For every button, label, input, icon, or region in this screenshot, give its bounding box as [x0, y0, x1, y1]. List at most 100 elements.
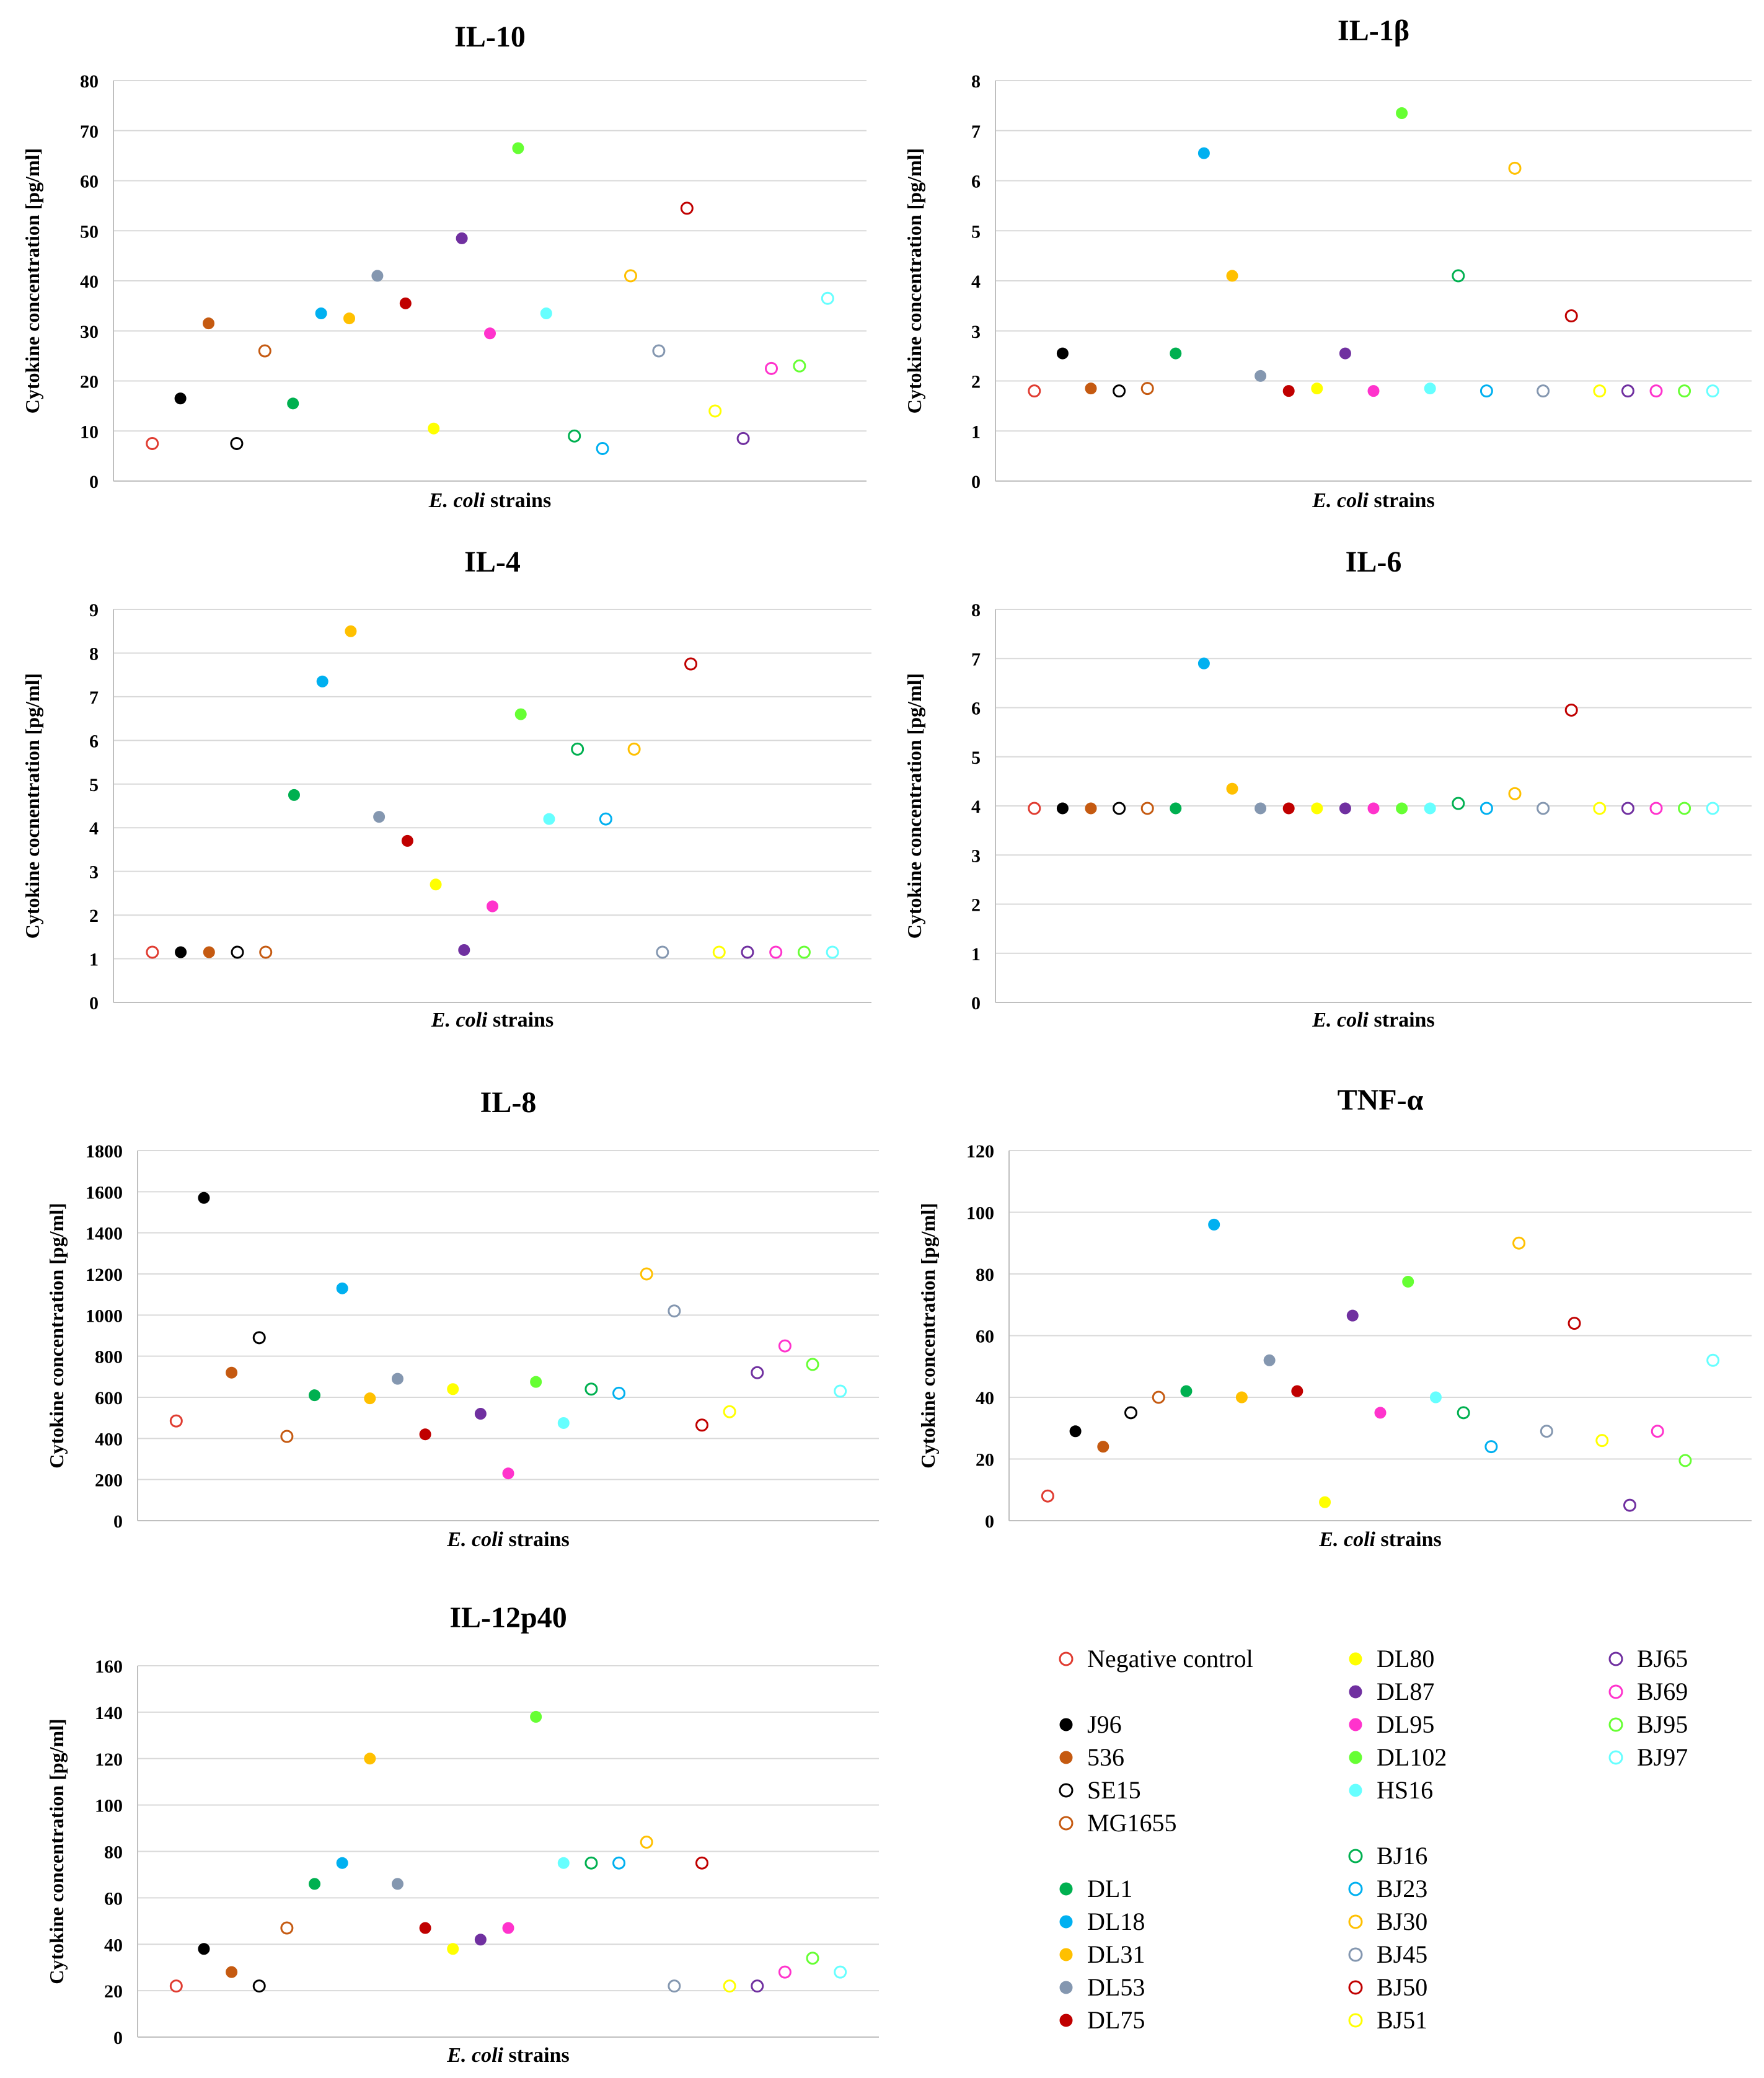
point-negative-control: [1028, 802, 1041, 815]
legend-marker-dl18: [1059, 1915, 1073, 1929]
point-dl31: [1226, 270, 1238, 282]
point-dl87: [474, 1934, 487, 1946]
point-bj69: [769, 945, 783, 959]
y-tick-label: 20: [80, 372, 99, 392]
point-bj45: [668, 1979, 681, 1993]
point-negative-control: [1041, 1489, 1054, 1503]
y-tick-label: 3: [971, 322, 981, 342]
point-dl75: [1282, 385, 1295, 397]
legend-marker-dl75: [1059, 2014, 1073, 2027]
point-dl18: [316, 675, 329, 688]
point-dl1: [1170, 802, 1182, 815]
x-axis-label-rest: strains: [485, 489, 551, 512]
point-dl102: [1396, 802, 1408, 815]
point-bj95: [1678, 802, 1691, 815]
legend-label-dl87: DL87: [1377, 1678, 1434, 1705]
y-tick-label: 30: [80, 322, 99, 342]
point-dl53: [391, 1373, 404, 1385]
y-axis-label: Cytokine cocnentration [pg/ml]: [21, 673, 43, 939]
x-axis-label: E. coli strains: [428, 489, 551, 512]
point-bj65: [751, 1366, 764, 1379]
point-dl1: [1170, 347, 1182, 360]
point-bj97: [1706, 384, 1719, 398]
y-tick-label: 5: [971, 221, 981, 242]
y-tick-label: 70: [80, 122, 99, 142]
y-tick-label: 7: [971, 649, 981, 670]
x-axis-label: E. coli strains: [1312, 1009, 1434, 1032]
legend-label-bj69: BJ69: [1637, 1678, 1688, 1705]
y-tick-label: 100: [966, 1203, 994, 1224]
point-bj69: [765, 361, 778, 375]
point-dl87: [1346, 1309, 1359, 1322]
y-tick-label: 140: [95, 1703, 123, 1723]
point-j96: [175, 946, 187, 958]
y-tick-label: 120: [966, 1141, 994, 1162]
chart-panel-il-12p40: 0 20 40 60 80 100 120 140 160 IL-12p40 Cytokine co…: [45, 1601, 879, 2067]
y-axis-label: Cytokine concentration [pg/ml]: [917, 1203, 939, 1468]
y-tick-label: 1: [971, 944, 981, 965]
point-hs16: [1424, 802, 1436, 815]
x-axis-label-italic: E. coli: [431, 1009, 488, 1032]
point-dl1: [288, 789, 300, 801]
point-hs16: [543, 813, 555, 825]
legend-marker-bj30: [1348, 1914, 1363, 1929]
y-tick-label: 6: [971, 172, 981, 192]
y-axis-label: Cytokine concentration [pg/ml]: [45, 1203, 68, 1468]
chart-panel-il-1-: 0 1 2 3 4 5 6 7 8 IL-1β Cytokine concentration [pg…: [903, 14, 1752, 512]
x-axis-label: E. coli strains: [1312, 489, 1434, 512]
legend-marker-dl53: [1059, 1981, 1073, 1994]
point-dl75: [401, 834, 413, 847]
point-bj16: [1457, 1406, 1470, 1420]
point-se15: [252, 1979, 266, 1993]
point-bj45: [668, 1304, 681, 1318]
point-536: [1085, 802, 1097, 815]
y-tick-label: 80: [976, 1265, 994, 1285]
legend-marker-536: [1059, 1751, 1073, 1764]
point-bj65: [1621, 384, 1634, 398]
point-dl18: [336, 1282, 348, 1294]
point-bj51: [1595, 1434, 1609, 1448]
y-tick-label: 40: [976, 1388, 994, 1408]
point-dl31: [1235, 1391, 1248, 1404]
legend-label-j96: J96: [1087, 1710, 1122, 1738]
y-tick-label: 60: [104, 1888, 123, 1909]
point-mg1655: [258, 344, 271, 358]
point-dl80: [430, 878, 442, 891]
point-bj23: [599, 812, 612, 826]
y-tick-label: 80: [80, 71, 99, 92]
point-dl75: [1282, 802, 1295, 815]
point-536: [226, 1366, 238, 1379]
point-bj51: [1593, 802, 1607, 815]
y-tick-label: 0: [985, 1511, 994, 1532]
point-dl80: [428, 422, 440, 435]
point-dl75: [419, 1922, 431, 1934]
legend-label-negative-control: Negative control: [1087, 1645, 1253, 1673]
point-se15: [230, 436, 244, 450]
point-bj65: [751, 1979, 764, 1993]
x-axis-label-rest: strains: [1375, 1528, 1442, 1551]
point-dl53: [373, 811, 386, 823]
point-dl95: [487, 900, 498, 913]
point-se15: [1113, 802, 1126, 815]
chart-title: IL-8: [480, 1086, 537, 1119]
y-tick-label: 1200: [86, 1265, 123, 1285]
point-dl102: [530, 1710, 542, 1723]
point-bj97: [834, 1965, 847, 1979]
point-bj97: [834, 1384, 847, 1398]
point-dl102: [1402, 1275, 1414, 1288]
legend-marker-hs16: [1349, 1784, 1362, 1797]
chart-title: IL-1β: [1338, 14, 1409, 47]
y-axis-label: Cytokine concentration [pg/ml]: [903, 148, 925, 413]
point-bj30: [1508, 161, 1522, 175]
y-tick-label: 120: [95, 1749, 123, 1770]
point-dl31: [343, 312, 355, 325]
legend-marker-bj95: [1608, 1717, 1623, 1732]
y-tick-label: 0: [89, 993, 99, 1014]
point-dl87: [1339, 802, 1351, 815]
legend-label-bj95: BJ95: [1637, 1710, 1688, 1738]
y-tick-label: 4: [89, 818, 99, 839]
point-bj50: [695, 1418, 708, 1432]
point-bj16: [1452, 269, 1465, 283]
point-dl53: [1255, 369, 1267, 382]
legend-marker-bj69: [1608, 1684, 1623, 1699]
